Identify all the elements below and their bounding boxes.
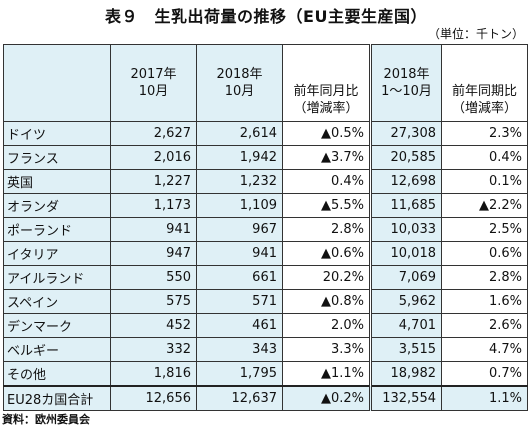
table-row: デンマーク 452 461 2.0% 4,701 2.6% (3, 313, 528, 338)
cell-v2018: 12,637 (196, 385, 283, 411)
table-row: オランダ 1,173 1,109 ▲5.5% 11,685 ▲2.2% (3, 193, 528, 218)
cell-v2017: 1,173 (110, 193, 197, 218)
cell-ytd: 3,515 (369, 337, 442, 362)
cell-v2018: 343 (196, 337, 283, 362)
cell-yoy_m: 0.4% (282, 169, 371, 194)
table-title: 表９ 生乳出荷量の推移（EU主要生産国） (105, 7, 427, 26)
country-name: アイルランド (3, 265, 111, 290)
country-name: イタリア (3, 241, 111, 266)
header-blank (3, 44, 111, 122)
cell-v2017: 1,227 (110, 169, 197, 194)
cell-v2017: 550 (110, 265, 197, 290)
cell-yoy_p: 2.6% (441, 313, 528, 338)
country-name: スペイン (3, 289, 111, 314)
header-row: 2017年 10月 2018年 10月 前年同月比 （増減率） 2018年 1～… (3, 44, 528, 122)
country-name: 英国 (3, 169, 111, 194)
cell-ytd: 27,308 (369, 121, 442, 146)
table-row: イタリア 947 941 ▲0.6% 10,018 0.6% (3, 241, 528, 266)
cell-yoy_m: ▲5.5% (282, 193, 371, 218)
cell-yoy_p: 0.6% (441, 241, 528, 266)
cell-yoy_p: 1.6% (441, 289, 528, 314)
cell-v2017: 575 (110, 289, 197, 314)
country-name: ドイツ (3, 121, 111, 146)
cell-v2017: 947 (110, 241, 197, 266)
cell-yoy_m: 3.3% (282, 337, 371, 362)
cell-v2017: 332 (110, 337, 197, 362)
cell-yoy_m: ▲0.2% (282, 385, 371, 411)
cell-v2017: 2,627 (110, 121, 197, 146)
cell-v2017: 12,656 (110, 385, 197, 411)
cell-ytd: 10,033 (369, 217, 442, 242)
table-row: ポーランド 941 967 2.8% 10,033 2.5% (3, 217, 528, 242)
cell-yoy_p: 2.3% (441, 121, 528, 146)
cell-v2018: 941 (196, 241, 283, 266)
cell-v2018: 967 (196, 217, 283, 242)
table-row: ベルギー 332 343 3.3% 3,515 4.7% (3, 337, 528, 362)
cell-ytd: 10,018 (369, 241, 442, 266)
cell-ytd: 4,701 (369, 313, 442, 338)
cell-yoy_p: 2.8% (441, 265, 528, 290)
cell-yoy_p: 2.5% (441, 217, 528, 242)
cell-yoy_p: 0.7% (441, 361, 528, 387)
cell-yoy_p: 4.7% (441, 337, 528, 362)
cell-ytd: 11,685 (369, 193, 442, 218)
cell-v2018: 1,795 (196, 361, 283, 387)
header-2017-oct: 2017年 10月 (110, 44, 197, 122)
cell-yoy_p: ▲2.2% (441, 193, 528, 218)
header-2018-ytd: 2018年 1～10月 (369, 44, 442, 122)
source-note: 資料：欧州委員会 (2, 413, 90, 426)
cell-v2018: 661 (196, 265, 283, 290)
table-row: スペイン 575 571 ▲0.8% 5,962 1.6% (3, 289, 528, 314)
cell-yoy_m: 2.0% (282, 313, 371, 338)
cell-yoy_p: 1.1% (441, 385, 528, 411)
cell-yoy_m: ▲0.8% (282, 289, 371, 314)
cell-ytd: 132,554 (369, 385, 442, 411)
country-name: オランダ (3, 193, 111, 218)
cell-yoy_m: ▲1.1% (282, 361, 371, 387)
cell-ytd: 12,698 (369, 169, 442, 194)
cell-ytd: 18,982 (369, 361, 442, 387)
table-row: ドイツ 2,627 2,614 ▲0.5% 27,308 2.3% (3, 121, 528, 146)
total-row: EU28カ国合計 12,656 12,637 ▲0.2% 132,554 1.1% (3, 385, 528, 411)
cell-yoy_p: 0.1% (441, 169, 528, 194)
cell-ytd: 20,585 (369, 145, 442, 170)
header-2018-oct: 2018年 10月 (196, 44, 283, 122)
country-name: その他 (3, 361, 111, 387)
country-name: デンマーク (3, 313, 111, 338)
country-name: EU28カ国合計 (3, 385, 111, 411)
table-row: その他 1,816 1,795 ▲1.1% 18,982 0.7% (3, 361, 528, 387)
cell-v2018: 461 (196, 313, 283, 338)
table-row: フランス 2,016 1,942 ▲3.7% 20,585 0.4% (3, 145, 528, 170)
cell-yoy_m: 2.8% (282, 217, 371, 242)
cell-v2017: 941 (110, 217, 197, 242)
cell-v2017: 452 (110, 313, 197, 338)
cell-yoy_p: 0.4% (441, 145, 528, 170)
table-row: アイルランド 550 661 20.2% 7,069 2.8% (3, 265, 528, 290)
cell-yoy_m: ▲0.5% (282, 121, 371, 146)
country-name: ベルギー (3, 337, 111, 362)
country-name: フランス (3, 145, 111, 170)
cell-ytd: 5,962 (369, 289, 442, 314)
header-yoy-period: 前年同期比 （増減率） (441, 44, 528, 122)
cell-yoy_m: 20.2% (282, 265, 371, 290)
cell-yoy_m: ▲0.6% (282, 241, 371, 266)
country-name: ポーランド (3, 217, 111, 242)
cell-ytd: 7,069 (369, 265, 442, 290)
unit-label: （単位：千トン） (427, 27, 524, 41)
cell-v2018: 2,614 (196, 121, 283, 146)
cell-v2018: 1,109 (196, 193, 283, 218)
cell-v2017: 1,816 (110, 361, 197, 387)
cell-v2018: 571 (196, 289, 283, 314)
table-row: 英国 1,227 1,232 0.4% 12,698 0.1% (3, 169, 528, 194)
milk-shipments-table: 2017年 10月 2018年 10月 前年同月比 （増減率） 2018年 1～… (3, 44, 528, 411)
cell-v2018: 1,232 (196, 169, 283, 194)
header-yoy-month: 前年同月比 （増減率） (282, 44, 371, 122)
cell-v2017: 2,016 (110, 145, 197, 170)
cell-yoy_m: ▲3.7% (282, 145, 371, 170)
cell-v2018: 1,942 (196, 145, 283, 170)
